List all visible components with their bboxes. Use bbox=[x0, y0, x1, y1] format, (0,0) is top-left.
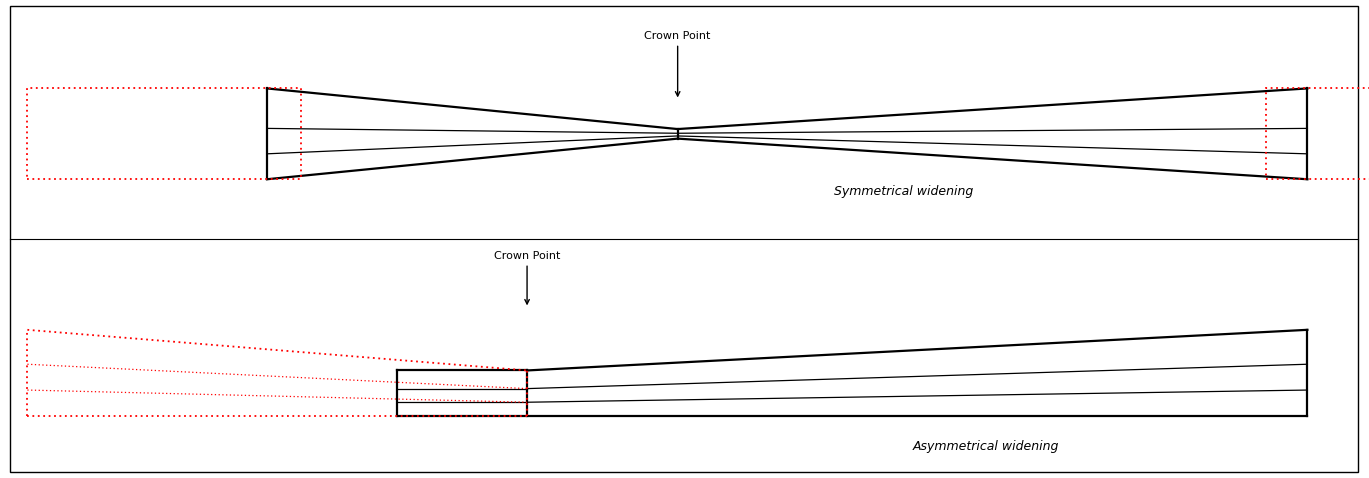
Bar bbox=[27, 88, 301, 179]
Text: Symmetrical widening: Symmetrical widening bbox=[834, 185, 973, 198]
FancyBboxPatch shape bbox=[10, 6, 1358, 472]
Text: Crown Point: Crown Point bbox=[494, 250, 560, 304]
Bar bbox=[1266, 88, 1369, 179]
Text: Crown Point: Crown Point bbox=[645, 31, 711, 96]
Text: Asymmetrical widening: Asymmetrical widening bbox=[913, 440, 1058, 454]
